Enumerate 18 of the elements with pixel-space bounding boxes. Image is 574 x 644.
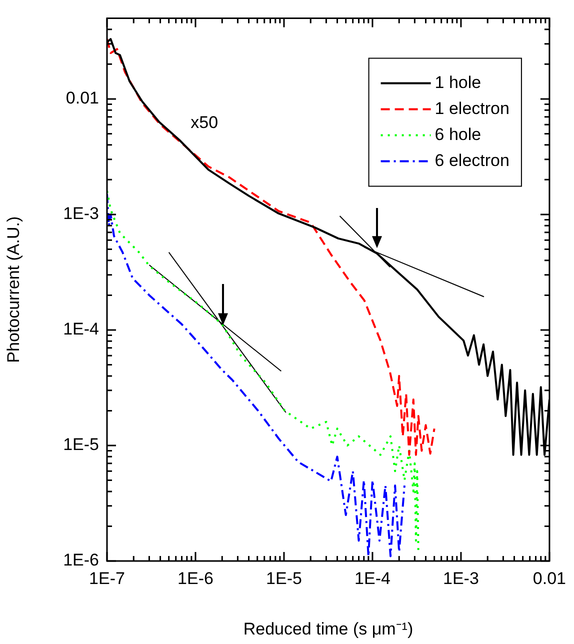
- y-axis-title: Photocurrent (A.U.): [4, 216, 23, 363]
- legend-label: 1 electron: [434, 98, 510, 118]
- legend-label: 6 hole: [434, 124, 482, 144]
- y-tick-label: 0.01: [66, 88, 99, 108]
- x-tick-label: 0.01: [532, 568, 566, 588]
- x-axis-title: Reduced time (s μm⁻¹): [243, 619, 414, 638]
- annotation: x50: [190, 113, 218, 132]
- x-tick-label: 1E-5: [266, 568, 302, 588]
- y-tick-label: 1E-4: [63, 320, 99, 339]
- y-tick-label: 1E-5: [63, 435, 99, 454]
- x-tick-label: 1E-3: [443, 568, 479, 588]
- y-tick-label: 1E-6: [63, 550, 99, 570]
- x-tick-label: 1E-7: [89, 568, 125, 588]
- x-tick-label: 1E-4: [354, 568, 390, 588]
- legend-label: 6 electron: [434, 150, 510, 170]
- legend-label: 1 hole: [434, 72, 482, 92]
- y-tick-label: 1E-3: [63, 204, 99, 224]
- x-tick-label: 1E-6: [178, 568, 214, 588]
